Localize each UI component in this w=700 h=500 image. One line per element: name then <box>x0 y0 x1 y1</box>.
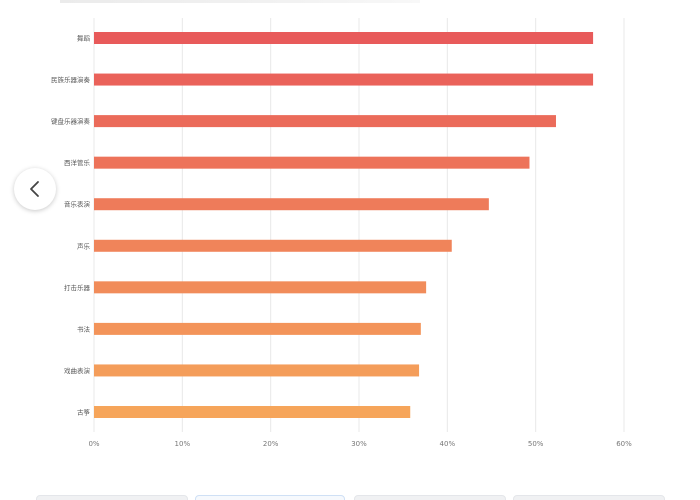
x-tick-label: 10% <box>175 440 191 448</box>
bar <box>94 115 556 128</box>
category-label: 戏曲表演 <box>64 366 91 375</box>
category-label: 民族乐器演奏 <box>51 75 91 84</box>
thumbnail[interactable] <box>513 495 665 500</box>
bar <box>94 281 427 294</box>
category-label: 书法 <box>77 324 91 333</box>
x-tick-label: 20% <box>263 440 279 448</box>
bar <box>94 406 411 418</box>
bars <box>94 32 594 418</box>
bar <box>94 364 420 377</box>
x-tick-label: 50% <box>528 440 544 448</box>
category-label: 音乐表演 <box>64 200 91 209</box>
thumbnail[interactable] <box>354 495 506 500</box>
bar <box>94 73 594 86</box>
bar <box>94 32 594 44</box>
grid-lines <box>93 18 625 432</box>
category-label: 古筝 <box>77 408 91 417</box>
x-tick-label: 0% <box>88 440 99 448</box>
bar <box>94 198 489 211</box>
thumbnail-strip <box>0 492 700 500</box>
carousel-prev-button[interactable] <box>14 168 56 210</box>
thumbnail-active[interactable] <box>195 495 345 500</box>
x-tick-label: 30% <box>351 440 367 448</box>
chevron-left-icon <box>30 181 39 197</box>
bar <box>94 156 530 169</box>
category-label: 舞蹈 <box>77 34 91 43</box>
bar <box>94 239 452 252</box>
x-tick-label: 60% <box>616 440 632 448</box>
thumbnail[interactable] <box>36 495 188 500</box>
category-label: 打击乐器 <box>64 283 91 292</box>
category-label: 键盘乐器演奏 <box>51 117 91 126</box>
x-tick-label: 40% <box>440 440 456 448</box>
bar <box>94 322 421 335</box>
category-label: 西洋管乐 <box>64 158 91 167</box>
category-label: 声乐 <box>77 241 91 250</box>
header-strip <box>60 0 420 3</box>
x-tick-labels: 0% 10% 20% 30% 40% 50% 60% <box>88 440 632 448</box>
